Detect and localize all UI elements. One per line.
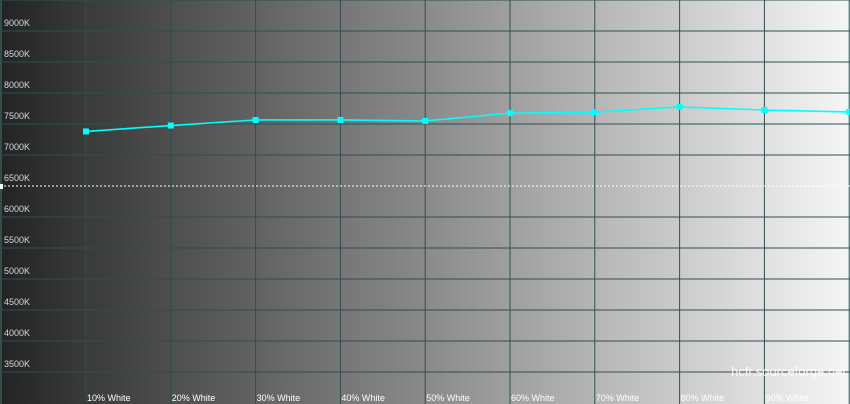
x-tick-label: 80% White [681, 393, 725, 403]
x-tick-label: 20% White [172, 393, 216, 403]
y-tick-label: 7000K [4, 142, 30, 152]
x-tick-label: 50% White [426, 393, 470, 403]
y-tick-label: 6000K [4, 204, 30, 214]
y-tick-label: 3500K [4, 359, 30, 369]
series-line [85, 106, 850, 133]
y-tick-label: 8000K [4, 80, 30, 90]
data-point [422, 117, 429, 124]
data-point [591, 109, 598, 116]
x-tick-label: 40% White [341, 393, 385, 403]
x-tick-label: 30% White [257, 393, 301, 403]
watermark: hcfr.sourceforge.net [731, 364, 846, 379]
x-tick-label: 60% White [511, 393, 555, 403]
y-tick-label: 5500K [4, 235, 30, 245]
data-point [167, 122, 174, 129]
x-tick-label: 10% White [87, 393, 131, 403]
y-tick-label: 6500K [4, 173, 30, 183]
y-tick-label: 5000K [4, 266, 30, 276]
data-point [83, 128, 89, 135]
data-point [846, 108, 850, 115]
y-tick-label: 4500K [4, 297, 30, 307]
data-point [252, 116, 259, 123]
x-tick-label: 70% White [596, 393, 640, 403]
y-tick-label: 9000K [4, 18, 30, 28]
data-point [507, 110, 513, 117]
data-point [676, 103, 683, 110]
y-tick-label: 4000K [4, 328, 30, 338]
data-point [761, 107, 768, 114]
x-tick-label: 90% White [765, 393, 809, 403]
y-tick-label: 8500K [4, 49, 30, 59]
data-point [337, 116, 344, 123]
reference-marker [0, 184, 3, 189]
y-tick-label: 7500K [4, 111, 30, 121]
